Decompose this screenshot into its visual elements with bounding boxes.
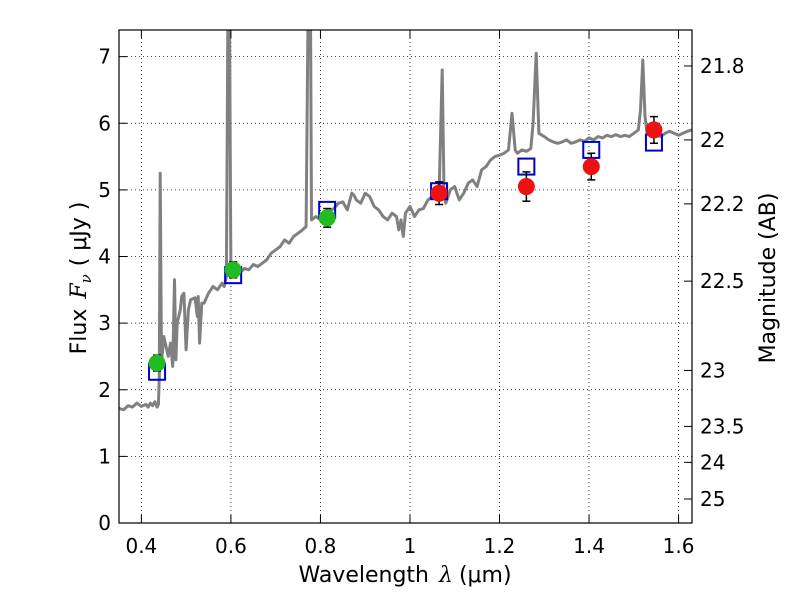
y2-tick-label: 21.8 <box>700 54 745 78</box>
y2-axis-label: Magnitude (AB) <box>756 193 781 364</box>
x-tick-label: 1.6 <box>663 534 695 558</box>
x-tick-label: 0.6 <box>215 534 247 558</box>
observed-point <box>148 354 166 372</box>
y2-tick-label: 24 <box>700 450 725 474</box>
x-tick-label: 1.2 <box>484 534 516 558</box>
y2-tick-label: 22.2 <box>700 192 745 216</box>
observed-point <box>517 178 535 196</box>
observed-point <box>582 158 600 176</box>
spectrum-layer <box>119 30 692 412</box>
y2-tick-label: 23.5 <box>700 414 745 438</box>
y-tick-label: 4 <box>98 245 111 269</box>
grid <box>119 30 692 524</box>
y-tick-label: 3 <box>98 311 111 335</box>
y2-tick-label: 23 <box>700 358 725 382</box>
y2-tick-label: 25 <box>700 487 725 511</box>
template-spectrum-line <box>119 30 692 412</box>
x-tick-label: 1.4 <box>573 534 605 558</box>
x-tick-label: 0.8 <box>305 534 337 558</box>
y-tick-label: 0 <box>98 511 111 535</box>
observed-point <box>224 261 242 279</box>
observed-photometry-layer <box>148 115 663 372</box>
observed-point <box>430 184 448 202</box>
x-tick-label: 0.4 <box>125 534 157 558</box>
observed-point <box>318 209 336 227</box>
y-tick-label: 7 <box>98 45 111 69</box>
y-axis-label: FluxFν( μJy ) <box>67 202 95 355</box>
y2-tick-label: 22 <box>700 128 725 152</box>
x-axis-label: Wavelength λ (μm) <box>298 563 511 588</box>
y-tick-label: 5 <box>98 178 111 202</box>
observed-point <box>645 121 663 139</box>
x-tick-label: 1 <box>404 534 417 558</box>
y-tick-label: 2 <box>98 378 111 402</box>
y-tick-label: 6 <box>98 111 111 135</box>
plot-frame <box>118 29 693 524</box>
y-tick-label: 1 <box>98 444 111 468</box>
y2-tick-label: 22.5 <box>700 269 745 293</box>
